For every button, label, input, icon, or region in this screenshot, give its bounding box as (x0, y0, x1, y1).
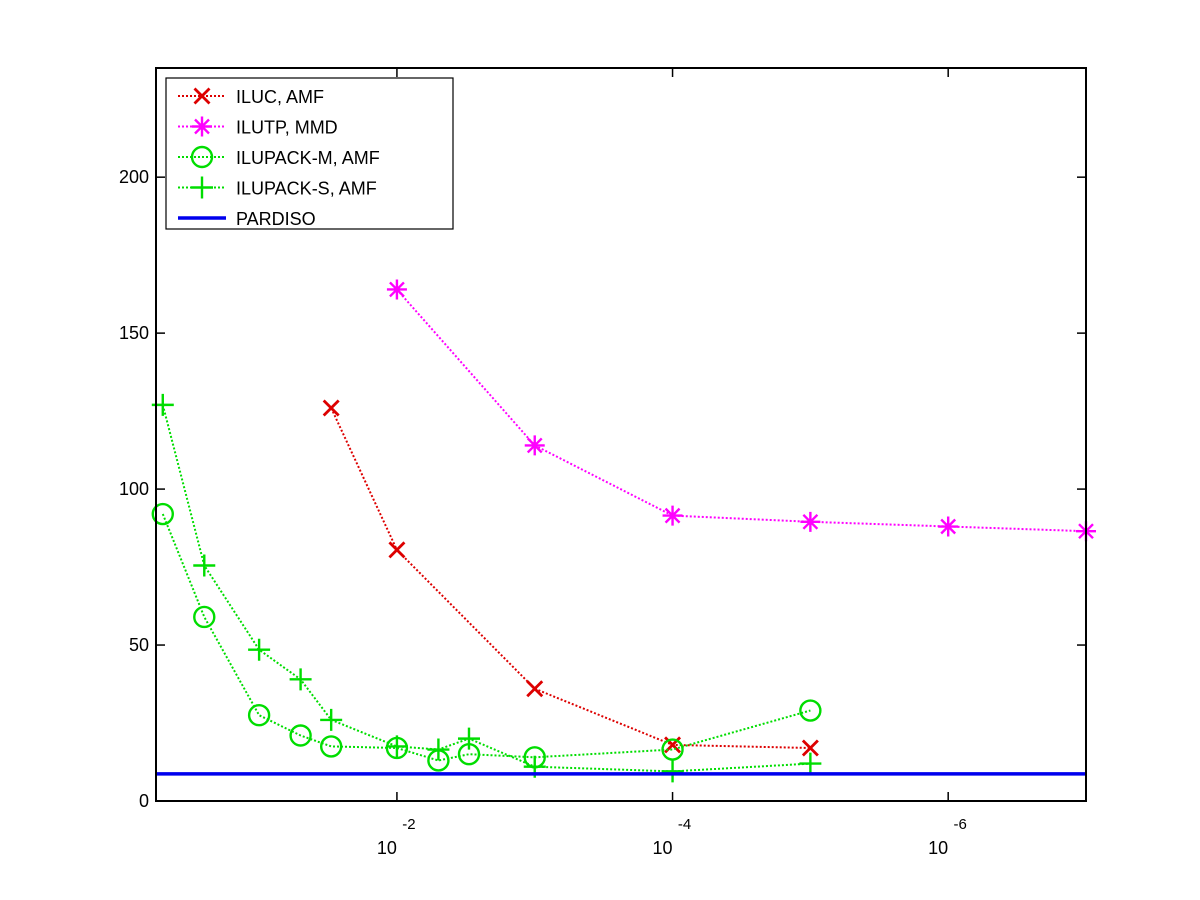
legend-label-ilutp-mmd: ILUTP, MMD (236, 118, 338, 138)
legend-entry-iluc-amf: ILUC, AMF (178, 87, 324, 107)
point-ilupack-s-amf-5 (385, 735, 408, 758)
point-ilupack-m-amf-10 (799, 699, 822, 722)
legend-marker-ilupack-m-amf (190, 145, 214, 169)
point-ilupack-s-amf-6 (427, 738, 450, 761)
legend-entry-ilupack-s-amf: ILUPACK-S, AMF (178, 176, 377, 199)
point-iluc-amf-2 (526, 680, 544, 698)
y-tick-label-150: 150 (119, 323, 149, 343)
point-iluc-amf-0 (322, 399, 340, 417)
x-tick-label-exponent-exp-2: -2 (402, 816, 415, 833)
point-ilupack-s-amf-4 (320, 708, 343, 731)
x-tick-label-exponent-exp-4: -4 (678, 816, 691, 833)
legend: ILUC, AMF ILUTP, MMD ILUPACK-M, AMF ILUPACK… (165, 77, 454, 230)
x-tick-label-base-exp-6: 10 (928, 838, 948, 858)
legend-entry-ilutp-mmd: ILUTP, MMD (178, 116, 338, 138)
point-ilupack-s-amf-10 (799, 752, 822, 775)
legend-box (165, 77, 454, 230)
series-ilupack-s-amf (151, 393, 822, 783)
point-ilutp-mmd-2 (662, 505, 683, 526)
point-ilupack-s-amf-3 (289, 668, 312, 691)
legend-label-ilupack-m-amf: ILUPACK-M, AMF (236, 148, 380, 168)
y-tick-label-50: 50 (129, 635, 149, 655)
legend-label-pardiso: PARDISO (236, 209, 316, 229)
series-line-ilutp-mmd (396, 288, 1087, 533)
point-ilutp-mmd-1 (524, 435, 545, 456)
legend-marker-ilupack-s-amf (191, 176, 213, 199)
point-ilupack-m-amf-1 (193, 605, 216, 629)
point-ilupack-m-amf-3 (289, 724, 312, 747)
point-ilupack-s-amf-9 (661, 760, 684, 783)
legend-marker-iluc-amf (193, 87, 211, 105)
plot-area (151, 279, 1096, 783)
series-line-ilupack-s-amf (161, 404, 811, 773)
legend-marker-ilutp-mmd (192, 116, 212, 137)
y-tick-label-100: 100 (119, 479, 149, 499)
point-ilupack-m-amf-0 (151, 502, 174, 526)
axis-ticks: 0 50 100 150 200 10 -2 10 -4 10 -6 (119, 68, 1086, 858)
x-tick-label-base-exp-4: 10 (653, 838, 673, 858)
point-ilutp-mmd-0 (386, 279, 407, 300)
axes-frame (155, 67, 1087, 802)
x-tick-label-exponent-exp-6: -6 (954, 816, 967, 833)
x-tick-label-base-exp-2: 10 (377, 838, 397, 858)
point-ilupack-m-amf-2 (247, 704, 271, 727)
series-line-iluc-amf (330, 407, 811, 749)
point-ilutp-mmd-4 (938, 516, 959, 537)
point-ilupack-s-amf-2 (248, 638, 271, 661)
legend-entry-ilupack-m-amf: ILUPACK-M, AMF (178, 145, 380, 169)
y-tick-label-200: 200 (119, 167, 149, 187)
legend-label-ilupack-s-amf: ILUPACK-S, AMF (236, 179, 377, 199)
legend-label-iluc-amf: ILUC, AMF (236, 87, 324, 107)
point-iluc-amf-1 (388, 541, 406, 559)
point-ilupack-s-amf-1 (193, 554, 216, 577)
y-tick-label-0: 0 (139, 791, 149, 811)
legend-entry-pardiso: PARDISO (178, 209, 316, 229)
point-ilupack-m-amf-4 (319, 735, 343, 758)
point-ilutp-mmd-3 (800, 511, 821, 532)
point-ilupack-m-amf-9 (661, 738, 684, 761)
point-ilupack-s-amf-7 (457, 727, 480, 750)
point-iluc-amf-4 (801, 739, 819, 757)
